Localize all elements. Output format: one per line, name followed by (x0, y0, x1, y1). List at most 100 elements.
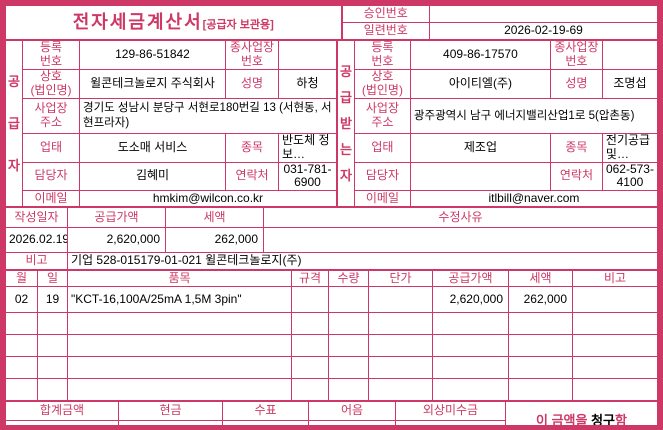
item-empty-cell (5, 334, 38, 358)
total-amount-value: 2,882,000 (5, 420, 119, 425)
supplier-sub-biz-no-label: 종사업장 번호 (225, 40, 279, 70)
supplier-phone-value: 031-781-6900 (278, 161, 337, 192)
supplier-address-value: 경기도 성남시 분당구 서현로180번길 13 (서현동, 서현프라자) (79, 98, 337, 134)
promissory-note-value: 0 (308, 420, 396, 425)
item-empty-cell (67, 334, 292, 358)
check-value: 0 (222, 420, 309, 425)
buyer-reg-no-label: 등록 번호 (353, 40, 411, 70)
buyer-company-label: 상호 (법인명) (353, 69, 411, 99)
receivable-value: 2,882,000 (395, 420, 506, 425)
items-unit-price-header: 단가 (368, 270, 433, 288)
item-empty-cell (432, 334, 509, 358)
buyer-sub-biz-no-value (601, 40, 658, 70)
item-empty-cell (572, 312, 658, 336)
serial-no-label: 일련번호 (341, 22, 430, 40)
items-qty-header: 수량 (328, 270, 369, 288)
buyer-manager-value (409, 161, 551, 192)
items-name-header: 품목 (67, 270, 292, 288)
item-empty-cell (508, 356, 573, 380)
buyer-block: 공급받는자 등록 번호 409-86-17570 종사업장 번호 상호 (법인명… (336, 39, 658, 208)
buyer-phone-label: 연락처 (549, 161, 603, 192)
supplier-email-value: hmkim@wilcon.co.kr (79, 190, 337, 208)
item-tax: 262,000 (508, 286, 573, 314)
supplier-ceo-label: 성명 (225, 69, 279, 99)
item-empty-cell (67, 356, 292, 380)
supplier-sub-biz-no-value (278, 40, 337, 70)
item-name: "KCT-16,100A/25mA 1,5M 3pin" (67, 286, 292, 314)
item-day: 19 (37, 286, 68, 314)
item-empty-cell (432, 356, 509, 380)
item-empty-cell (5, 378, 38, 402)
item-empty-cell (328, 312, 369, 336)
parties-section: 공급자 등록 번호 129-86-51842 종사업장 번호 상호 (법인명) … (5, 39, 658, 208)
buyer-ceo-value: 조명섭 (601, 69, 658, 99)
item-empty-cell (5, 356, 38, 380)
item-empty-row (5, 378, 658, 402)
item-unit-price (368, 286, 433, 314)
invoice-title-sub: [공급자 보관용] (202, 19, 274, 32)
item-empty-cell (572, 356, 658, 380)
buyer-ceo-label: 성명 (549, 69, 603, 99)
item-empty-cell (37, 312, 68, 336)
summary-block: 합계금액 현금 수표 어음 외상미수금 이 금액을 청구함 2,882,000 … (5, 401, 658, 429)
promissory-note-label: 어음 (308, 401, 396, 422)
claim-prefix: 이 금액을 (536, 413, 592, 429)
line-items-table: 월 일 품목 규격 수량 단가 공급가액 세액 비고 02 19 "KCT-16… (5, 270, 658, 402)
item-empty-cell (368, 312, 433, 336)
supplier-biz-type-value: 도소매 서비스 (79, 133, 226, 163)
items-spec-header: 규격 (291, 270, 329, 288)
item-empty-cell (368, 378, 433, 402)
items-note-header: 비고 (572, 270, 658, 288)
supplier-biz-item-label: 종목 (225, 133, 279, 163)
issue-block: 작성일자 공급가액 세액 수정사유 2026.02.19 2,620,000 2… (5, 207, 658, 271)
claim-selected: 청구 (591, 413, 616, 429)
item-empty-cell (37, 356, 68, 380)
item-empty-cell (368, 356, 433, 380)
check-label: 수표 (222, 401, 309, 422)
item-row: 02 19 "KCT-16,100A/25mA 1,5M 3pin" 2,620… (5, 286, 658, 314)
item-empty-cell (508, 312, 573, 336)
claim-suffix: 함 (615, 413, 627, 429)
receivable-label: 외상미수금 (395, 401, 506, 422)
issue-revision-value (263, 227, 658, 254)
item-empty-row (5, 312, 658, 336)
item-empty-cell (37, 378, 68, 402)
item-month: 02 (5, 286, 38, 314)
buyer-sub-biz-no-label: 종사업장 번호 (549, 40, 603, 70)
supplier-biz-item-value: 반도체 정보… (278, 133, 337, 163)
supplier-manager-label: 담당자 (22, 161, 80, 192)
item-empty-cell (572, 378, 658, 402)
item-empty-cell (508, 378, 573, 402)
total-amount-label: 합계금액 (5, 401, 119, 422)
supplier-address-label: 사업장 주소 (22, 98, 80, 134)
supplier-manager-value: 김혜미 (79, 161, 226, 192)
buyer-biz-type-value: 제조업 (409, 133, 551, 163)
invoice-title-main: 전자세금계산서 (72, 12, 203, 33)
item-empty-cell (5, 312, 38, 336)
supplier-block: 공급자 등록 번호 129-86-51842 종사업장 번호 상호 (법인명) … (5, 39, 337, 208)
supplier-email-label: 이메일 (22, 190, 80, 208)
buyer-biz-item-label: 종목 (549, 133, 603, 163)
issue-supply-value: 2,620,000 (67, 227, 166, 254)
item-empty-cell (328, 378, 369, 402)
item-supply: 2,620,000 (432, 286, 509, 314)
buyer-reg-no-value: 409-86-17570 (409, 40, 551, 70)
buyer-manager-label: 담당자 (353, 161, 411, 192)
item-empty-row (5, 334, 658, 358)
buyer-side-label: 공급받는자 (336, 39, 355, 208)
supplier-reg-no-value: 129-86-51842 (79, 40, 226, 70)
buyer-biz-type-label: 업태 (353, 133, 411, 163)
supplier-company-label: 상호 (법인명) (22, 69, 80, 99)
item-empty-cell (328, 334, 369, 358)
buyer-email-value: itlbill@naver.com (409, 190, 658, 208)
issue-tax-value: 262,000 (165, 227, 264, 254)
item-qty (328, 286, 369, 314)
claim-statement: 이 금액을 청구함 (505, 401, 658, 429)
cash-value: 0 (118, 420, 223, 425)
item-spec (291, 286, 329, 314)
buyer-email-label: 이메일 (353, 190, 411, 208)
buyer-company-value: 아이티엘(주) (409, 69, 551, 99)
remark-label: 비고 (5, 252, 68, 271)
approval-no-label: 승인번호 (341, 5, 430, 23)
